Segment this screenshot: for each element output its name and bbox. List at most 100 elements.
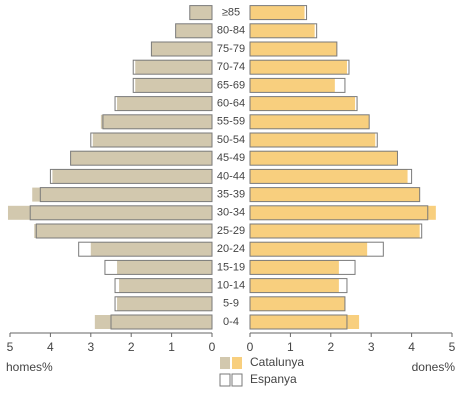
category-label: 55-59 xyxy=(217,116,245,128)
bar xyxy=(250,169,408,184)
bar xyxy=(189,5,213,21)
bar xyxy=(250,96,356,111)
bar xyxy=(114,96,213,112)
category-label: 30-34 xyxy=(217,207,245,219)
bar xyxy=(250,5,305,20)
label-box xyxy=(215,133,247,147)
x-tick-label: 3 xyxy=(87,340,94,354)
bar xyxy=(249,259,356,275)
bar xyxy=(117,296,212,311)
bar xyxy=(249,296,346,312)
bar xyxy=(135,78,212,93)
bar xyxy=(175,23,213,39)
label-box xyxy=(215,278,247,293)
bar xyxy=(249,132,378,148)
bar xyxy=(135,60,212,75)
label-box xyxy=(215,260,247,275)
bar xyxy=(249,77,346,93)
category-label: 0-4 xyxy=(223,316,239,328)
category-label: 35-39 xyxy=(217,189,245,201)
category-label: 75-79 xyxy=(217,43,245,55)
bar xyxy=(151,42,212,56)
category-label: 25-29 xyxy=(217,225,245,237)
bar xyxy=(250,78,335,93)
x-tick-label: 0 xyxy=(247,340,254,354)
x-tick-label: 3 xyxy=(368,340,375,354)
bar xyxy=(250,315,360,329)
right-axis-label: dones% xyxy=(412,360,456,374)
label-box xyxy=(215,60,247,75)
category-label: 50-54 xyxy=(217,134,245,146)
bar xyxy=(250,205,436,220)
bar xyxy=(90,132,213,148)
label-box xyxy=(215,187,247,202)
bar xyxy=(249,223,423,239)
bar xyxy=(250,278,339,293)
bar xyxy=(250,187,420,202)
bar xyxy=(114,296,213,312)
legend-swatch xyxy=(219,373,231,387)
label-box xyxy=(215,114,247,129)
category-label: 45-49 xyxy=(217,152,245,164)
label-box xyxy=(215,205,247,220)
bar xyxy=(104,259,213,275)
label-box xyxy=(215,5,247,20)
category-label: 20-24 xyxy=(217,243,245,255)
legend-swatch xyxy=(220,357,230,369)
bar xyxy=(39,187,213,203)
bar xyxy=(249,59,350,75)
category-label: 40-44 xyxy=(217,170,245,182)
category-label: 70-74 xyxy=(217,61,245,73)
bar xyxy=(70,151,212,166)
label-box xyxy=(215,315,247,329)
bar xyxy=(70,150,213,166)
x-tick-label: 2 xyxy=(128,340,135,354)
category-label: 15-19 xyxy=(217,261,245,273)
legend-swatch xyxy=(232,357,242,369)
bar xyxy=(249,150,398,166)
x-tick-label: 1 xyxy=(168,340,175,354)
legend-label: Espanya xyxy=(250,372,297,386)
bar xyxy=(249,5,308,21)
bar xyxy=(34,224,212,238)
legend-swatch xyxy=(231,373,243,387)
label-box xyxy=(215,96,247,111)
bar xyxy=(114,278,213,294)
bar xyxy=(249,168,413,184)
bar xyxy=(250,260,339,275)
bar xyxy=(49,168,213,184)
bar xyxy=(117,96,212,111)
label-box xyxy=(215,151,247,166)
category-label: ≥85 xyxy=(222,7,240,19)
bar xyxy=(249,205,429,221)
label-box xyxy=(215,42,247,56)
bar xyxy=(249,114,370,130)
bar xyxy=(150,41,213,57)
label-box xyxy=(215,224,247,238)
x-tick-label: 5 xyxy=(449,340,456,354)
bar xyxy=(250,114,370,129)
bar xyxy=(249,314,348,330)
bar xyxy=(92,133,212,147)
label-box xyxy=(215,296,247,311)
category-label: 10-14 xyxy=(217,280,245,292)
category-label: 60-64 xyxy=(217,98,245,110)
bar xyxy=(119,278,212,293)
bar xyxy=(250,151,398,166)
bar xyxy=(249,23,318,39)
category-label: 5-9 xyxy=(223,298,239,310)
bar xyxy=(249,41,338,57)
bar xyxy=(249,241,384,257)
category-label: 80-84 xyxy=(217,25,245,37)
category-label: 65-69 xyxy=(217,79,245,91)
bar xyxy=(250,224,420,238)
left-axis-label: homes% xyxy=(6,360,53,374)
x-tick-label: 4 xyxy=(408,340,415,354)
bar xyxy=(175,23,212,38)
bar xyxy=(250,60,347,75)
bar xyxy=(249,278,348,294)
bar xyxy=(90,242,212,257)
bar xyxy=(35,223,213,239)
x-tick-label: 4 xyxy=(47,340,54,354)
